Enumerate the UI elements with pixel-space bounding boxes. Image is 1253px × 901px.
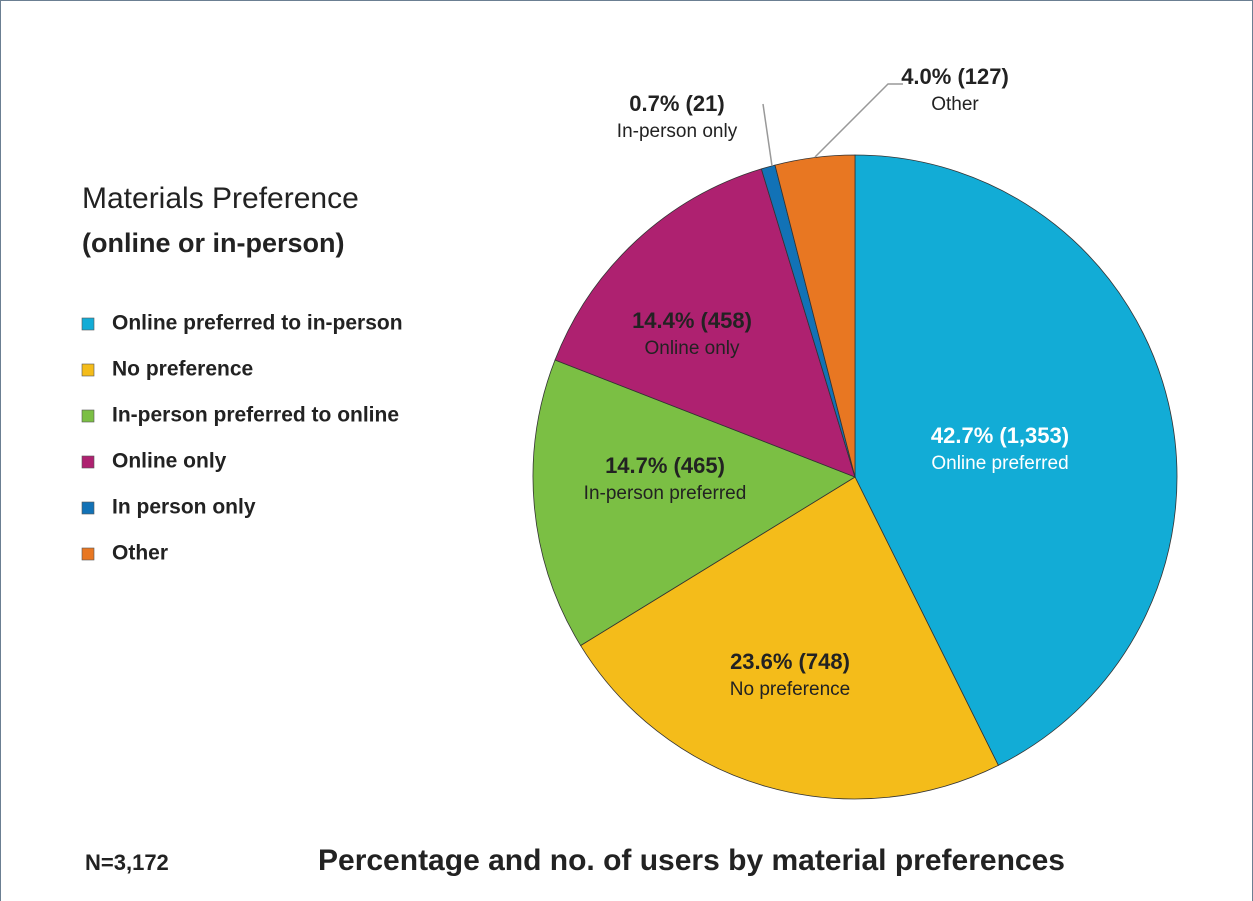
value-label: 23.6% (748) (730, 649, 850, 674)
legend-swatch (81, 455, 95, 469)
value-label: 14.4% (458) (632, 308, 752, 333)
legend-swatch (81, 317, 95, 331)
chart-title: Materials Preference (82, 182, 359, 215)
slice-label: In-person preferred (584, 483, 747, 504)
legend-label: No preference (112, 358, 253, 381)
legend-swatch (81, 409, 95, 423)
legend-label: Online only (112, 450, 227, 473)
note: N=3,172 (85, 850, 169, 875)
pie-slice (580, 476, 999, 800)
legend-label: Online preferred to in-person (112, 312, 403, 335)
value-label: 4.0% (127) (901, 64, 1009, 89)
slice-label: Other (931, 94, 979, 115)
pie-slice (774, 154, 856, 478)
chart-subtitle: (online or in-person) (82, 228, 345, 258)
value-label: 42.7% (1,353) (931, 423, 1069, 448)
pie-slice (532, 359, 856, 647)
slice-label: Online preferred (931, 453, 1068, 474)
leader-line (762, 103, 773, 167)
value-label: 14.7% (465) (605, 453, 725, 478)
legend-swatch (81, 501, 95, 515)
value-label: 0.7% (21) (629, 91, 724, 116)
pie-slice (854, 154, 1178, 766)
slice-label: In-person only (617, 121, 738, 142)
legend-swatch (81, 547, 95, 561)
slice-label: No preference (730, 679, 850, 700)
caption: Percentage and no. of users by material … (318, 844, 1065, 877)
pie-slice (554, 168, 856, 478)
legend-label: Other (112, 542, 168, 565)
legend-label: In person only (112, 496, 256, 519)
legend-label: In-person preferred to online (112, 404, 399, 427)
slice-label: Online only (644, 338, 740, 359)
leader-line (814, 83, 903, 158)
legend-swatch (81, 363, 95, 377)
